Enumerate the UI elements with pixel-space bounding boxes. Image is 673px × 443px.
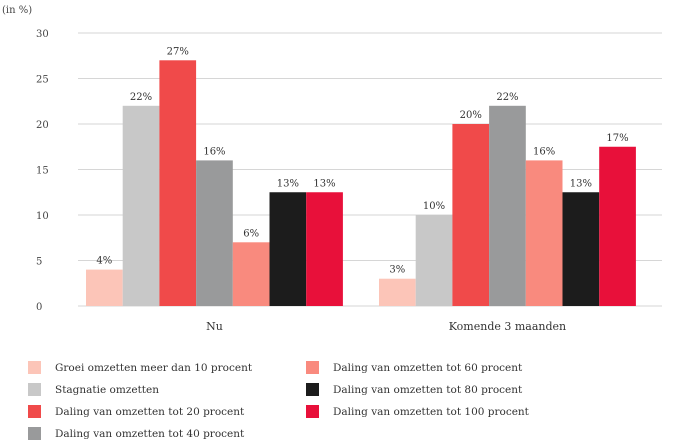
bar	[122, 105, 160, 306]
bar	[562, 192, 600, 306]
legend-label: Daling van omzetten tot 20 procent	[55, 405, 245, 418]
legend-swatch	[306, 383, 319, 396]
legend-swatch	[306, 405, 319, 418]
bar-value-label: 3%	[389, 265, 405, 276]
bar-value-label: 10%	[423, 201, 445, 212]
bar-value-label: 27%	[167, 46, 189, 57]
legend-swatch	[28, 383, 41, 396]
legend-label: Groei omzetten meer dan 10 procent	[55, 361, 253, 374]
bar-value-label: 13%	[277, 178, 299, 189]
legend-label: Stagnatie omzetten	[55, 383, 159, 396]
legend-label: Daling van omzetten tot 40 procent	[55, 427, 245, 440]
legend-item: Daling van omzetten tot 80 procent	[306, 383, 522, 396]
y-tick-label: 10	[36, 211, 49, 222]
legend-item: Daling van omzetten tot 60 procent	[306, 361, 522, 374]
bar-value-label: 13%	[313, 178, 335, 189]
y-tick-label: 25	[36, 75, 49, 86]
legend-item: Daling van omzetten tot 100 procent	[306, 405, 529, 418]
bar	[489, 105, 526, 306]
legend-label: Daling van omzetten tot 80 procent	[333, 383, 523, 396]
y-tick-label: 30	[36, 29, 49, 40]
category-label: Komende 3 maanden	[449, 320, 566, 333]
legend-item: Daling van omzetten tot 20 procent	[28, 405, 244, 418]
legend-label: Daling van omzetten tot 60 procent	[333, 361, 523, 374]
legend: Groei omzetten meer dan 10 procent Stagn…	[28, 356, 668, 442]
bar	[415, 215, 453, 306]
legend-item: Stagnatie omzetten	[28, 383, 159, 396]
bar-value-label: 22%	[496, 92, 518, 103]
legend-swatch	[28, 427, 41, 440]
legend-item: Groei omzetten meer dan 10 procent	[28, 361, 252, 374]
category-labels: Nu Komende 3 maanden	[206, 320, 566, 333]
bar-value-label: 6%	[243, 228, 259, 239]
legend-label: Daling van omzetten tot 100 procent	[333, 405, 529, 418]
bar-value-label: 17%	[606, 133, 628, 144]
bar-value-label: 16%	[203, 146, 225, 157]
y-tick-label: 15	[36, 166, 49, 177]
bar-value-label: 4%	[96, 256, 112, 267]
bar	[232, 242, 270, 306]
legend-swatch	[28, 361, 41, 374]
y-tick-labels: 0 5 10 15 20 25 30	[36, 29, 49, 313]
bar	[86, 269, 123, 306]
bar	[525, 160, 563, 306]
y-tick-label: 0	[36, 302, 42, 313]
bar	[599, 146, 636, 306]
bar	[196, 160, 233, 306]
bar	[159, 60, 197, 306]
bar-value-label: 16%	[533, 146, 555, 157]
bar	[379, 278, 416, 306]
category-label: Nu	[206, 320, 223, 333]
legend-swatch	[28, 405, 41, 418]
value-labels: 4% 22% 27% 16% 6% 13% 13% 3% 10% 20% 22% 16% 13% 17%	[96, 46, 628, 275]
bars	[86, 60, 636, 306]
bar	[269, 192, 307, 306]
bar	[306, 192, 343, 306]
bar-value-label: 20%	[460, 110, 482, 121]
bar-value-label: 22%	[130, 92, 152, 103]
legend-item: Daling van omzetten tot 40 procent	[28, 427, 244, 440]
bar	[452, 124, 490, 306]
y-tick-label: 20	[36, 120, 49, 131]
legend-swatch	[306, 361, 319, 374]
y-axis-label: (in %)	[2, 5, 32, 16]
bar-value-label: 13%	[570, 178, 592, 189]
bar-chart: (in %) 0 5 10 15 20 25 30 4% 22% 27% 16% 6% 13% 13% 3…	[2, 5, 662, 333]
y-tick-label: 5	[36, 257, 42, 268]
